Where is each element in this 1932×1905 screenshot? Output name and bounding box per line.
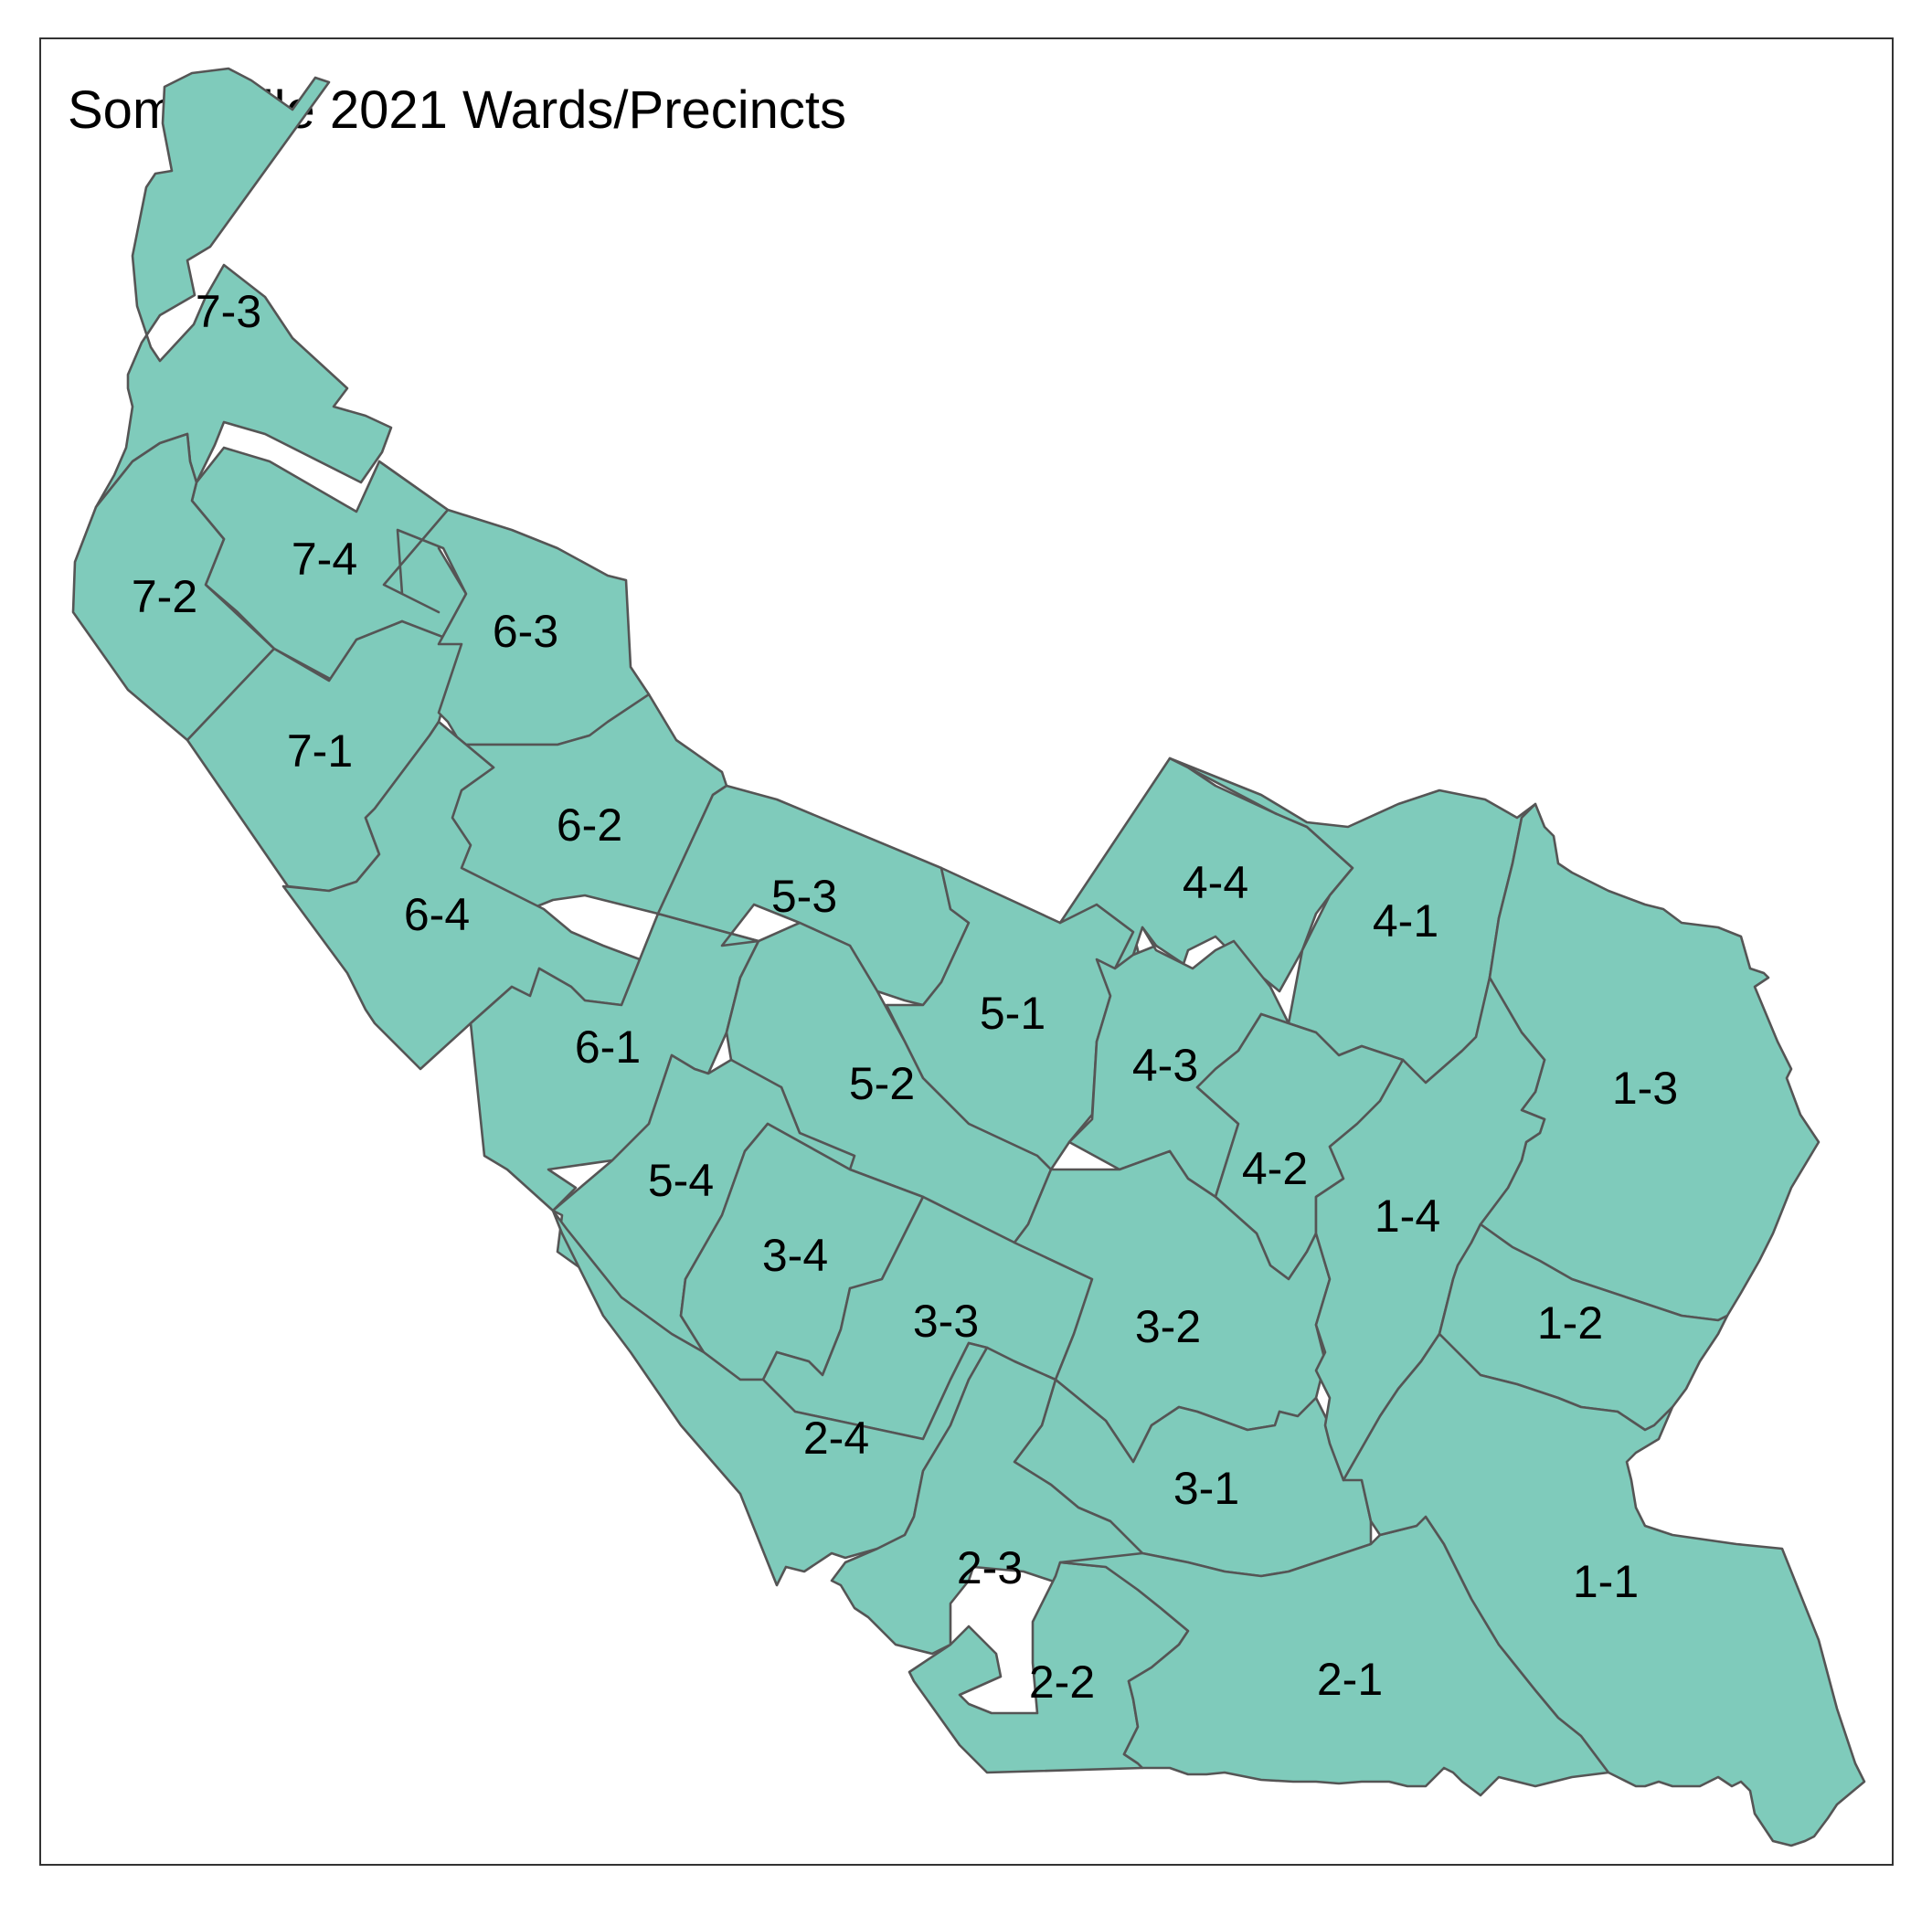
precinct-label-1-2: 1-2 (1537, 1297, 1603, 1349)
precinct-7-2 (71, 432, 276, 742)
precinct-label-6-4: 6-4 (404, 889, 470, 940)
precinct-label-7-1: 7-1 (287, 725, 353, 777)
precinct-label-6-1: 6-1 (575, 1021, 641, 1073)
precinct-label-3-3: 3-3 (913, 1296, 979, 1347)
precinct-label-5-2: 5-2 (849, 1058, 915, 1109)
precinct-label-2-3: 2-3 (957, 1542, 1023, 1593)
precinct-label-4-3: 4-3 (1132, 1040, 1198, 1091)
precinct-label-2-1: 2-1 (1317, 1654, 1383, 1705)
precinct-label-3-2: 3-2 (1135, 1301, 1201, 1352)
precinct-label-3-4: 3-4 (762, 1230, 828, 1281)
precinct-label-7-4: 7-4 (292, 534, 357, 585)
precinct-label-7-2: 7-2 (132, 571, 197, 622)
precinct-label-5-3: 5-3 (771, 871, 837, 922)
precinct-label-1-4: 1-4 (1375, 1191, 1440, 1242)
precinct-layer (71, 67, 1866, 1847)
precinct-label-6-3: 6-3 (493, 606, 558, 657)
precinct-label-1-1: 1-1 (1573, 1556, 1639, 1607)
precinct-label-7-3: 7-3 (196, 286, 261, 337)
precinct-1-1 (1342, 1332, 1866, 1847)
precinct-label-6-2: 6-2 (557, 799, 622, 851)
precinct-1-4 (1314, 976, 1546, 1482)
precinct-7-3 (94, 67, 393, 509)
precinct-label-4-2: 4-2 (1242, 1143, 1308, 1194)
precinct-label-1-3: 1-3 (1612, 1063, 1678, 1114)
precinct-label-2-4: 2-4 (803, 1413, 869, 1464)
precinct-label-4-1: 4-1 (1373, 895, 1438, 947)
precinct-label-5-1: 5-1 (980, 988, 1046, 1039)
precinct-label-3-1: 3-1 (1173, 1463, 1239, 1514)
precinct-label-4-4: 4-4 (1183, 857, 1248, 908)
precinct-label-2-2: 2-2 (1029, 1656, 1095, 1708)
precinct-label-layer: 7-3 7-4 7-2 7-1 6-3 6-2 6-4 6-1 5-3 5-1 5-2 5-4 4-4 4… (132, 286, 1678, 1708)
precinct-label-5-4: 5-4 (648, 1155, 714, 1206)
